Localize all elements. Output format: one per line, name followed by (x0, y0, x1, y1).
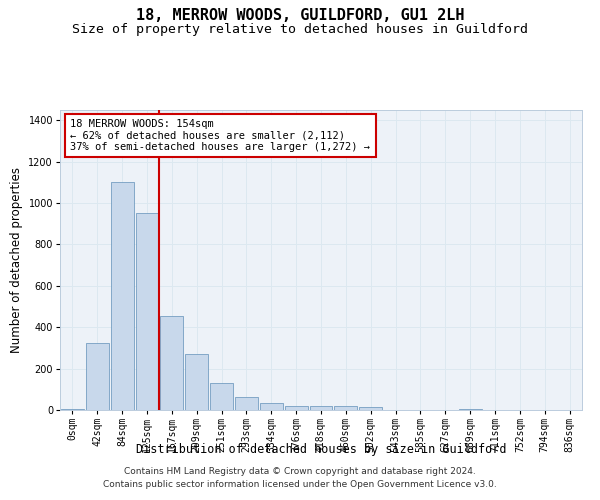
Text: 18 MERROW WOODS: 154sqm
← 62% of detached houses are smaller (2,112)
37% of semi: 18 MERROW WOODS: 154sqm ← 62% of detache… (70, 119, 370, 152)
Bar (359, 407, 382, 410)
Y-axis label: Number of detached properties: Number of detached properties (10, 167, 23, 353)
Bar (61, 409, 84, 410)
Text: Contains public sector information licensed under the Open Government Licence v3: Contains public sector information licen… (103, 480, 497, 489)
Bar (160, 316, 183, 410)
Bar (334, 406, 357, 410)
Bar (111, 182, 134, 410)
Bar (459, 409, 482, 410)
Bar (136, 214, 158, 410)
Bar (285, 406, 308, 410)
Text: Size of property relative to detached houses in Guildford: Size of property relative to detached ho… (72, 22, 528, 36)
Text: 18, MERROW WOODS, GUILDFORD, GU1 2LH: 18, MERROW WOODS, GUILDFORD, GU1 2LH (136, 8, 464, 22)
Bar (310, 406, 332, 410)
Bar (210, 383, 233, 410)
Bar (185, 354, 208, 410)
Bar (260, 403, 283, 410)
Bar (235, 396, 258, 410)
Text: Distribution of detached houses by size in Guildford: Distribution of detached houses by size … (136, 442, 506, 456)
Bar (86, 343, 109, 410)
Text: Contains HM Land Registry data © Crown copyright and database right 2024.: Contains HM Land Registry data © Crown c… (124, 467, 476, 476)
